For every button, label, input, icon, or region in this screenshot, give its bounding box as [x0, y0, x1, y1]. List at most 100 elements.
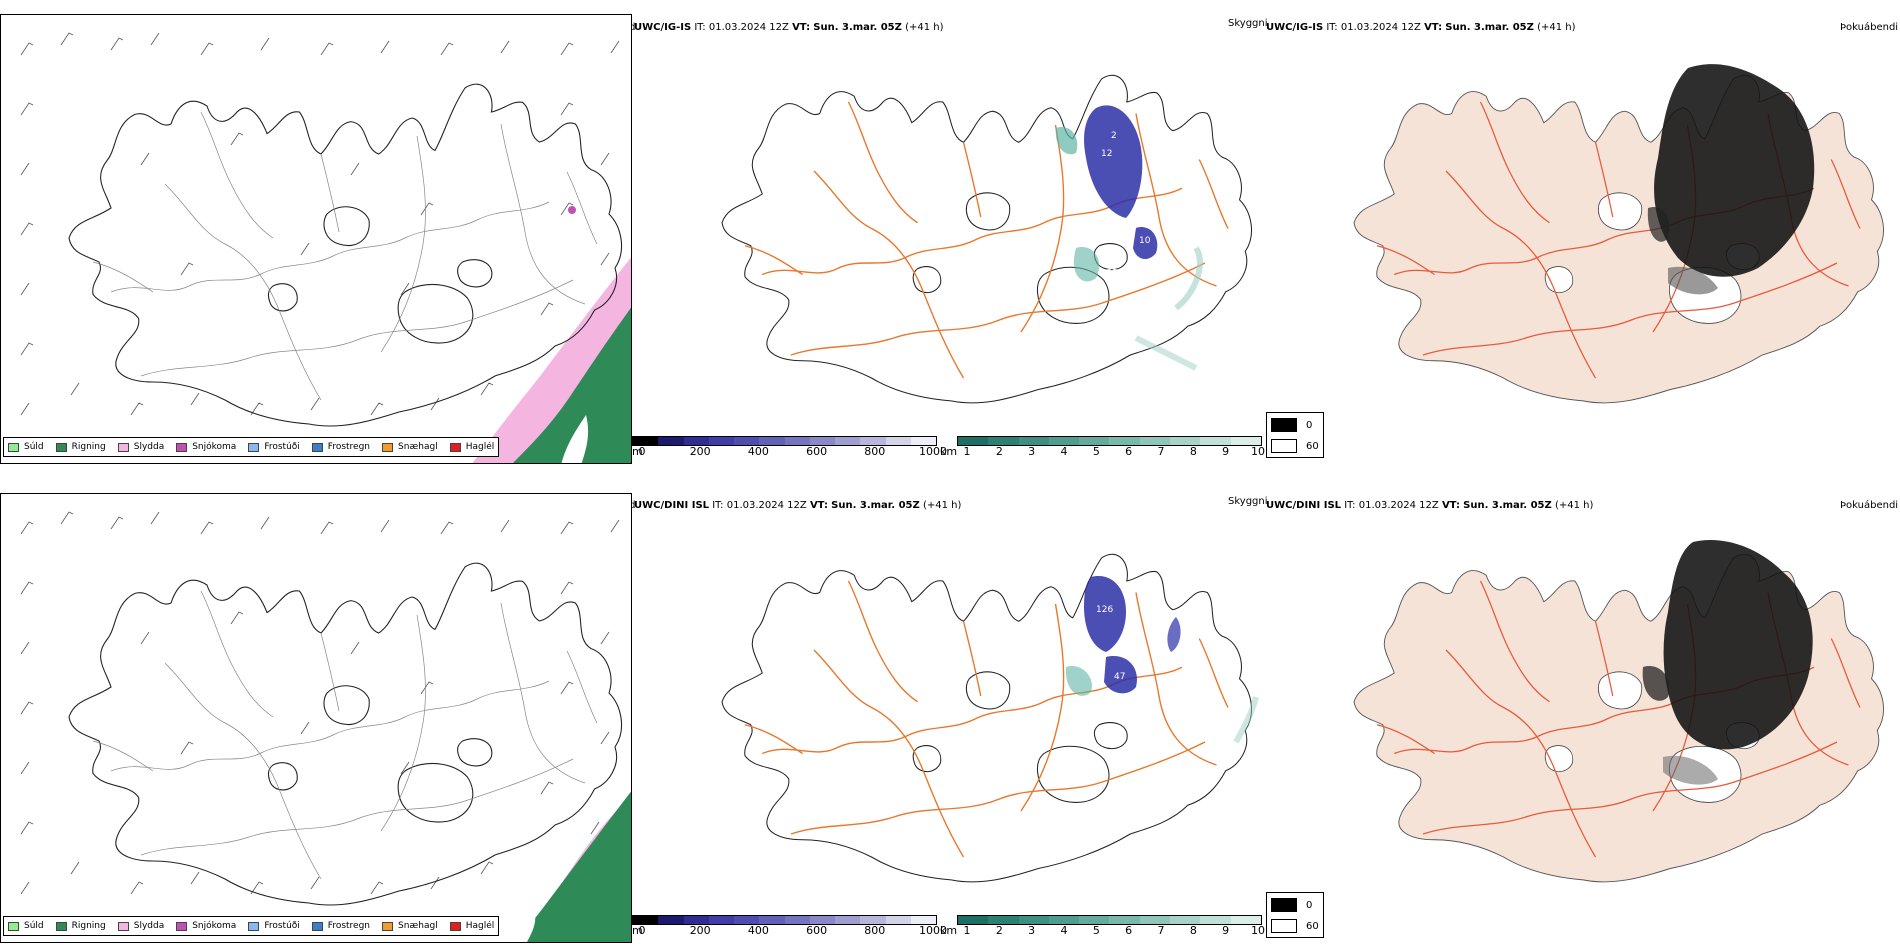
row2-precip-svg [20, 511, 631, 942]
legend-label: Frostregn [327, 921, 371, 931]
scale-swatch [1048, 916, 1080, 924]
legend-label: Súld [24, 442, 44, 452]
scale-swatch [885, 916, 911, 924]
scale-swatch [860, 437, 886, 445]
iceland-outline [68, 83, 623, 427]
wind-barbs [20, 511, 620, 895]
precip-legend-row1: Súld Rigning Slydda Snjókoma Frostúði Fr… [3, 437, 500, 457]
row1-fog-title: UWC/IG-IS IT: 01.03.2024 12Z VT: Sun. 3.… [1266, 22, 1576, 33]
legend-label: Snæhagl [398, 921, 438, 931]
scale-swatch [809, 437, 835, 445]
fog-swatch [1271, 898, 1297, 912]
fog-area [1647, 64, 1815, 295]
row1-scale-km [957, 436, 1262, 446]
scale-swatch [633, 437, 659, 445]
scale-swatch [958, 437, 989, 445]
legend-swatch [55, 442, 67, 452]
legend-item: Frostregn [311, 442, 370, 452]
row1-precip-svg [20, 32, 631, 463]
legend-item: Slydda [117, 921, 164, 931]
legend-swatch [117, 442, 129, 452]
scale-swatch [683, 437, 709, 445]
row2-vis-label: Skyggni [1228, 496, 1268, 507]
legend-label: Snæhagl [398, 442, 438, 452]
scale-swatch [809, 916, 835, 924]
scale-tick-label: 9 [1222, 924, 1230, 937]
scale-tick-label: 8 [1189, 445, 1197, 458]
legend-item: Snjókoma [176, 442, 236, 452]
scale-swatch [734, 916, 760, 924]
legend-swatch [8, 442, 19, 452]
scale-swatch [1018, 437, 1049, 445]
vis-value: 12 [1101, 149, 1112, 159]
legend-label: Rigning [71, 921, 106, 931]
row1-scale-m [632, 436, 937, 446]
scale-tick-label: 4 [1060, 924, 1068, 937]
scale-tick-label: 800 [864, 924, 886, 937]
scale-tick-label: 2 [995, 445, 1003, 458]
scale-swatch [633, 916, 659, 924]
scale-tick-label: 2 [995, 924, 1003, 937]
legend-swatch [248, 921, 260, 931]
scale-swatch [910, 437, 936, 445]
scale-swatch [1170, 916, 1201, 924]
legend-label: Haglél [465, 921, 495, 931]
legend-label: Haglél [465, 442, 495, 452]
row2-fog-legend: 0 60 [1266, 892, 1324, 938]
row1-fog-map [1353, 64, 1885, 404]
scale-tick-label: 6 [1125, 445, 1133, 458]
row2-scale-m-ticks: 0 200 400 600 800 1000 [632, 924, 948, 938]
legend-item: Rigning [55, 921, 106, 931]
scale-swatch [860, 916, 886, 924]
scale-swatch [1170, 437, 1201, 445]
scale-tick-label: 9 [1222, 445, 1230, 458]
scale-tick-label: 600 [806, 924, 828, 937]
legend-label: Frostúði [264, 921, 300, 931]
legend-swatch [55, 921, 67, 931]
row2-scale-m-unit: m [632, 924, 643, 937]
vis-value: 11 [1106, 263, 1117, 273]
legend-item: Slydda [117, 442, 164, 452]
row1-fog-label: Þokuábendi [1840, 22, 1899, 33]
row2-fog-title: UWC/DINI ISL IT: 01.03.2024 12Z VT: Sun.… [1266, 500, 1594, 511]
legend-swatch [176, 442, 188, 452]
fog-legend-item: 0 [1271, 898, 1312, 912]
legend-item: Rigning [55, 442, 106, 452]
scale-tick-label: 400 [747, 924, 769, 937]
scale-tick-label: 8 [1189, 924, 1197, 937]
legend-swatch [311, 921, 323, 931]
legend-swatch [449, 442, 461, 452]
scale-tick-label: 1 [963, 924, 971, 937]
row2-vis-title: UWC/DINI ISL IT: 01.03.2024 12Z VT: Sun.… [634, 500, 962, 511]
scale-swatch [1109, 437, 1140, 445]
scale-swatch [1079, 437, 1110, 445]
scale-swatch [1200, 437, 1231, 445]
legend-swatch [382, 442, 394, 452]
fog-legend-label: 60 [1306, 920, 1319, 932]
scale-tick-label: 3 [1028, 924, 1036, 937]
row2-scale-km [957, 915, 1262, 925]
row1-scale-m-ticks: 0 200 400 600 800 1000 [632, 445, 948, 459]
scale-tick-label: 1000 [919, 924, 947, 937]
scale-swatch [1230, 916, 1261, 924]
precip-legend-row2: Súld Rigning Slydda Snjókoma Frostúði Fr… [3, 916, 500, 936]
legend-item: Haglél [449, 442, 495, 452]
row1-scale-m-unit: m [632, 445, 643, 458]
scale-swatch [658, 437, 684, 445]
scale-swatch [759, 916, 785, 924]
scale-swatch [910, 916, 936, 924]
scale-tick-label: 0 [638, 924, 646, 937]
fog-legend-item: 0 [1271, 418, 1312, 432]
scale-tick-label: 6 [1125, 924, 1133, 937]
legend-item: Frostúði [248, 442, 300, 452]
fog-swatch [1271, 418, 1297, 432]
scale-tick-label: 1 [963, 445, 971, 458]
scale-swatch [734, 437, 760, 445]
vis-value: 2 [1111, 131, 1117, 141]
scale-tick-label: 400 [747, 445, 769, 458]
scale-swatch [958, 916, 989, 924]
scale-tick-label: 10 [1251, 445, 1265, 458]
fog-area [1642, 540, 1813, 785]
legend-item: Snjókoma [176, 921, 236, 931]
legend-label: Snjókoma [192, 442, 237, 452]
